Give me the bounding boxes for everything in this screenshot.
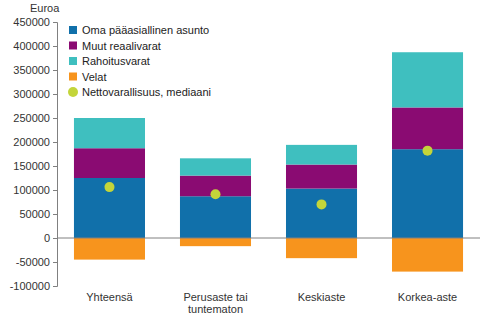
bar <box>74 118 145 148</box>
y-tick: 400000 <box>13 40 57 52</box>
y-tick: 450000 <box>13 16 57 28</box>
y-axis: -100000 -50000 0 50000 100000 150000 200000 250… <box>10 16 58 292</box>
legend-label: Muut reaalivarat <box>82 40 161 52</box>
legend-item: Nettovarallisuus, mediaani <box>68 86 211 98</box>
y-tick: 350000 <box>13 64 57 76</box>
median-point <box>317 199 327 209</box>
x-tick-label: Keskiaste <box>298 291 346 303</box>
bar <box>392 107 463 149</box>
y-tick-mark <box>53 142 57 143</box>
x-tick-label: Yhteensä <box>86 291 133 303</box>
y-tick-mark <box>53 190 57 191</box>
y-axis-line <box>53 23 58 287</box>
legend-symbol <box>69 42 77 50</box>
y-tick-label: 450000 <box>13 16 50 28</box>
legend-label: Oma pääasiallinen asunto <box>82 24 209 36</box>
median-point <box>210 189 220 199</box>
y-tick-label: 400000 <box>13 40 50 52</box>
legend-label: Velat <box>82 71 106 83</box>
y-tick: -50000 <box>16 256 57 268</box>
zero-line <box>57 238 480 239</box>
y-tick-mark <box>53 166 57 167</box>
y-tick-mark <box>53 46 57 47</box>
bar <box>180 238 251 246</box>
bar-series <box>74 107 463 196</box>
y-tick-label: 0 <box>44 232 50 244</box>
legend-item: Oma pääasiallinen asunto <box>69 24 209 36</box>
bar <box>392 238 463 272</box>
y-tick-mark <box>53 94 57 95</box>
y-tick-label: 150000 <box>13 160 50 172</box>
bar-series <box>74 238 463 272</box>
y-tick: 150000 <box>13 160 57 172</box>
bar <box>180 196 251 238</box>
legend-symbol <box>69 57 77 65</box>
bar <box>74 238 145 260</box>
y-tick-mark <box>53 70 57 71</box>
y-tick: 50000 <box>19 208 57 220</box>
y-tick-mark <box>53 262 57 263</box>
plot-area <box>74 52 463 271</box>
bar <box>286 145 357 165</box>
y-tick-label: -100000 <box>10 280 50 292</box>
points <box>104 146 432 210</box>
x-tick: Perusaste taituntematon <box>183 291 247 316</box>
y-tick-label: -50000 <box>16 256 50 268</box>
y-tick: 250000 <box>13 112 57 124</box>
y-tick: 0 <box>44 232 57 244</box>
y-tick: 100000 <box>13 184 57 196</box>
y-tick-mark <box>53 286 57 287</box>
x-axis: Yhteensä Perusaste taituntematon Keskiaste… <box>86 291 457 316</box>
legend-label: Nettovarallisuus, mediaani <box>82 86 211 98</box>
median-point <box>423 146 433 156</box>
y-tick: -100000 <box>10 280 57 292</box>
legend-symbol <box>69 73 77 81</box>
legend: Oma pääasiallinen asunto Muut reaalivarat… <box>68 24 211 98</box>
bar <box>392 52 463 107</box>
y-tick-mark <box>53 214 57 215</box>
bar <box>286 238 357 258</box>
bar <box>392 149 463 238</box>
bar <box>286 189 357 238</box>
y-tick: 200000 <box>13 136 57 148</box>
y-axis-title: Euroa <box>30 2 60 14</box>
y-tick: 300000 <box>13 88 57 100</box>
bar-series <box>74 52 463 175</box>
bar-series <box>74 149 463 238</box>
legend-item: Muut reaalivarat <box>69 40 161 52</box>
legend-symbol <box>68 87 78 97</box>
chart: -100000 -50000 0 50000 100000 150000 200000 250… <box>0 0 491 323</box>
legend-symbol <box>69 26 77 34</box>
x-tick: Korkea-aste <box>398 291 457 303</box>
y-tick-mark <box>53 238 57 239</box>
y-tick-label: 100000 <box>13 184 50 196</box>
x-tick-label: Korkea-aste <box>398 291 457 303</box>
y-tick-label: 350000 <box>13 64 50 76</box>
y-tick-mark <box>53 22 57 23</box>
y-tick-mark <box>53 118 57 119</box>
bar <box>286 165 357 189</box>
legend-label: Rahoitusvarat <box>82 55 150 67</box>
bar <box>180 158 251 175</box>
x-tick: Keskiaste <box>298 291 346 303</box>
y-tick-label: 50000 <box>19 208 50 220</box>
median-point <box>104 182 114 192</box>
bar <box>74 148 145 178</box>
legend-item: Rahoitusvarat <box>69 55 150 67</box>
x-tick: Yhteensä <box>86 291 133 303</box>
x-tick-label: Perusaste taituntematon <box>183 291 247 316</box>
y-tick-label: 250000 <box>13 112 50 124</box>
legend-item: Velat <box>69 71 106 83</box>
bar <box>74 178 145 238</box>
y-tick-label: 300000 <box>13 88 50 100</box>
y-tick-label: 200000 <box>13 136 50 148</box>
